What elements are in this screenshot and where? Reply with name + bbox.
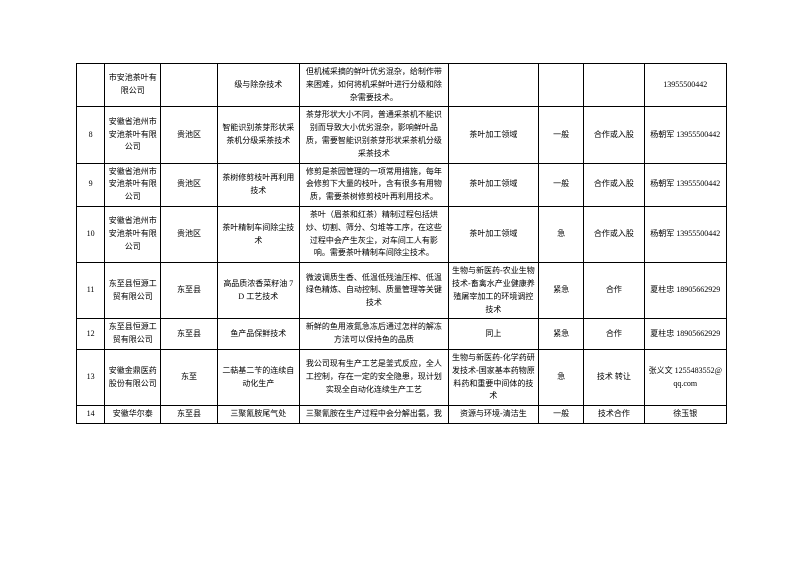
table-row: 市安池茶叶有限公司 级与除杂技术但机械采摘的鲜叶优劣混杂，给制作带来困难，如何将机… bbox=[77, 64, 727, 107]
table-row: 10安徽省池州市安池茶叶有限公司贵池区茶叶精制车间除尘技术茶叶（眉茶和红茶）精制… bbox=[77, 206, 727, 262]
description-cell: 微波调质生香、低温低残油压榨、低温绿色精炼、自动控制、质量管理等关键技术 bbox=[300, 263, 449, 319]
field-cell bbox=[448, 64, 538, 107]
tech-cell: 茶树修剪枝叶再利用技术 bbox=[217, 163, 299, 206]
mode-cell bbox=[584, 64, 644, 107]
mode-cell: 技术合作 bbox=[584, 406, 644, 424]
company-cell: 安徽省池州市安池茶叶有限公司 bbox=[105, 163, 161, 206]
table-row: 12东至县恒源工贸有限公司东至县鱼产品保鲜技术新鲜的鱼用液氮急冻后通过怎样的解冻… bbox=[77, 319, 727, 350]
urgency-cell: 紧急 bbox=[539, 263, 584, 319]
tech-cell: 鱼产品保鲜技术 bbox=[217, 319, 299, 350]
mode-cell: 合作或入股 bbox=[584, 206, 644, 262]
row-number-cell: 14 bbox=[77, 406, 105, 424]
region-cell bbox=[161, 64, 217, 107]
document-page: 市安池茶叶有限公司 级与除杂技术但机械采摘的鲜叶优劣混杂，给制作带来困难，如何将机… bbox=[0, 0, 800, 566]
table-row: 11东至县恒源工贸有限公司东至县高品质浓香菜籽油 7D 工艺技术微波调质生香、低… bbox=[77, 263, 727, 319]
urgency-cell: 一般 bbox=[539, 163, 584, 206]
contact-cell: 杨朝军 13955500442 bbox=[644, 107, 726, 163]
urgency-cell: 急 bbox=[539, 206, 584, 262]
company-cell: 安徽省池州市安池茶叶有限公司 bbox=[105, 107, 161, 163]
contact-cell: 徐玉银 bbox=[644, 406, 726, 424]
field-cell: 生物与新医药-农业生物技术-畜禽水产业健康养殖屠宰加工的环境调控技术 bbox=[448, 263, 538, 319]
contact-cell: 张义文 1255483552@qq.com bbox=[644, 349, 726, 405]
company-cell: 安徽华尔泰 bbox=[105, 406, 161, 424]
description-cell: 修剪是茶园管理的一项常用措施，每年会修剪下大量的枝叶，含有很多有用物质，需要茶树… bbox=[300, 163, 449, 206]
description-cell: 新鲜的鱼用液氮急冻后通过怎样的解冻方法可以保持鱼的品质 bbox=[300, 319, 449, 350]
contact-cell: 夏柱忠 18905662929 bbox=[644, 319, 726, 350]
region-cell: 东至县 bbox=[161, 406, 217, 424]
field-cell: 茶叶加工领域 bbox=[448, 107, 538, 163]
row-number-cell: 10 bbox=[77, 206, 105, 262]
field-cell: 同上 bbox=[448, 319, 538, 350]
field-cell: 茶叶加工领域 bbox=[448, 163, 538, 206]
region-cell: 贵池区 bbox=[161, 163, 217, 206]
company-cell: 东至县恒源工贸有限公司 bbox=[105, 319, 161, 350]
contact-cell: 夏柱忠 18905662929 bbox=[644, 263, 726, 319]
field-cell: 生物与新医药-化学药研发技术-国家基本药物原料药和重要中间体的技术 bbox=[448, 349, 538, 405]
row-number-cell: 8 bbox=[77, 107, 105, 163]
description-cell: 我公司现有生产工艺是釜式反应，全人工控制，存在一定的安全隐患，现计划实现全自动化… bbox=[300, 349, 449, 405]
row-number-cell: 11 bbox=[77, 263, 105, 319]
row-number-cell: 13 bbox=[77, 349, 105, 405]
company-cell: 安徽金鼎医药股份有限公司 bbox=[105, 349, 161, 405]
urgency-cell: 一般 bbox=[539, 107, 584, 163]
description-cell: 三聚氰胺在生产过程中会分解出氨，我 bbox=[300, 406, 449, 424]
company-cell: 安徽省池州市安池茶叶有限公司 bbox=[105, 206, 161, 262]
mode-cell: 合作或入股 bbox=[584, 107, 644, 163]
contact-cell: 杨朝军 13955500442 bbox=[644, 163, 726, 206]
field-cell: 茶叶加工领域 bbox=[448, 206, 538, 262]
description-cell: 但机械采摘的鲜叶优劣混杂，给制作带来困难，如何将机采鲜叶进行分级和除杂需要技术。 bbox=[300, 64, 449, 107]
data-table: 市安池茶叶有限公司 级与除杂技术但机械采摘的鲜叶优劣混杂，给制作带来困难，如何将机… bbox=[76, 63, 727, 424]
row-number-cell: 12 bbox=[77, 319, 105, 350]
region-cell: 东至县 bbox=[161, 319, 217, 350]
description-cell: 茶芽形状大小不同，普通采茶机不能识别而导致大小优劣混杂，影响鲜叶品质，需要智能识… bbox=[300, 107, 449, 163]
region-cell: 东至 bbox=[161, 349, 217, 405]
region-cell: 东至县 bbox=[161, 263, 217, 319]
tech-cell: 智能识别茶芽形状采茶机分级采茶技术 bbox=[217, 107, 299, 163]
tech-cell: 二萜基二苄的连续自动化生产 bbox=[217, 349, 299, 405]
contact-cell: 杨朝军 13955500442 bbox=[644, 206, 726, 262]
tech-cell: 高品质浓香菜籽油 7D 工艺技术 bbox=[217, 263, 299, 319]
tech-cell: 三聚氰胺尾气处 bbox=[217, 406, 299, 424]
tech-cell: 茶叶精制车间除尘技术 bbox=[217, 206, 299, 262]
mode-cell: 合作或入股 bbox=[584, 163, 644, 206]
field-cell: 资源与环境-清洁生 bbox=[448, 406, 538, 424]
description-cell: 茶叶（眉茶和红茶）精制过程包括烘炒、切割、筛分、匀堆等工序，在这些过程中会产生灰… bbox=[300, 206, 449, 262]
table-row: 9安徽省池州市安池茶叶有限公司贵池区茶树修剪枝叶再利用技术修剪是茶园管理的一项常… bbox=[77, 163, 727, 206]
mode-cell: 技术 转让 bbox=[584, 349, 644, 405]
urgency-cell: 一般 bbox=[539, 406, 584, 424]
mode-cell: 合作 bbox=[584, 263, 644, 319]
row-number-cell: 9 bbox=[77, 163, 105, 206]
urgency-cell: 急 bbox=[539, 349, 584, 405]
region-cell: 贵池区 bbox=[161, 107, 217, 163]
region-cell: 贵池区 bbox=[161, 206, 217, 262]
table-row: 13安徽金鼎医药股份有限公司东至二萜基二苄的连续自动化生产我公司现有生产工艺是釜… bbox=[77, 349, 727, 405]
contact-cell: 13955500442 bbox=[644, 64, 726, 107]
table-row: 8安徽省池州市安池茶叶有限公司贵池区智能识别茶芽形状采茶机分级采茶技术茶芽形状大… bbox=[77, 107, 727, 163]
urgency-cell: 紧急 bbox=[539, 319, 584, 350]
urgency-cell bbox=[539, 64, 584, 107]
row-number-cell bbox=[77, 64, 105, 107]
tech-cell: 级与除杂技术 bbox=[217, 64, 299, 107]
company-cell: 东至县恒源工贸有限公司 bbox=[105, 263, 161, 319]
table-body: 市安池茶叶有限公司 级与除杂技术但机械采摘的鲜叶优劣混杂，给制作带来困难，如何将机… bbox=[77, 64, 727, 424]
table-row: 14安徽华尔泰东至县三聚氰胺尾气处三聚氰胺在生产过程中会分解出氨，我资源与环境-… bbox=[77, 406, 727, 424]
company-cell: 市安池茶叶有限公司 bbox=[105, 64, 161, 107]
mode-cell: 合作 bbox=[584, 319, 644, 350]
